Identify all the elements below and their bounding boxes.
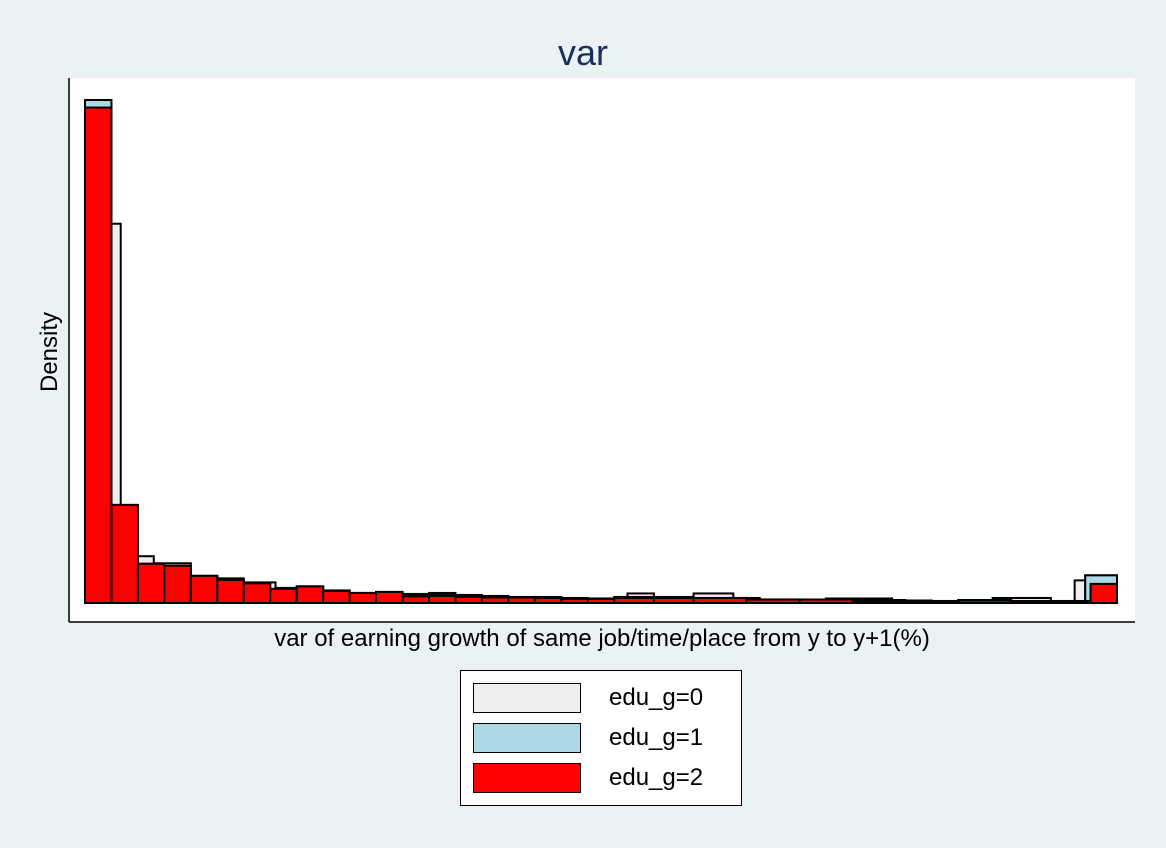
- bar-series2-29: [1063, 599, 1092, 604]
- legend-item-edu-g0: edu_g=0: [473, 683, 733, 715]
- chart-title: var: [557, 32, 608, 73]
- bar-series2-6: [242, 582, 272, 604]
- legend-swatch-edu-g0: [473, 683, 581, 713]
- bar-series2-13: [428, 594, 457, 605]
- bar-series2-19: [586, 597, 616, 605]
- bar-series2-4: [189, 574, 219, 605]
- bar-series2-7: [269, 587, 298, 605]
- bar-series2-22: [692, 596, 748, 604]
- legend: edu_g=0 edu_g=1 edu_g=2: [460, 670, 742, 806]
- bar-series2-27: [957, 599, 1013, 604]
- bar-series2-3: [163, 564, 192, 605]
- legend-item-edu-g1: edu_g=1: [473, 723, 733, 755]
- bar-series2-0: [84, 106, 113, 604]
- legend-item-edu-g2: edu_g=2: [473, 763, 733, 795]
- bar-series2-11: [375, 590, 404, 605]
- legend-swatch-edu-g2: [473, 763, 581, 793]
- bar-series2-17: [533, 596, 563, 604]
- legend-swatch-edu-g1: [473, 723, 581, 753]
- bar-series2-12: [401, 595, 430, 604]
- bar-series2-14: [454, 595, 483, 604]
- series-2: [84, 106, 1118, 605]
- bar-series2-5: [216, 578, 245, 604]
- bar-series2-15: [480, 596, 510, 604]
- bar-series2-21: [652, 596, 695, 604]
- bar-series2-18: [560, 597, 589, 605]
- x-axis-label: var of earning growth of same job/time/p…: [274, 625, 930, 652]
- legend-label-edu-g0: edu_g=0: [609, 684, 704, 711]
- bar-series2-28: [1010, 599, 1066, 604]
- bar-series2-30: [1089, 582, 1118, 604]
- bar-series2-9: [322, 589, 351, 604]
- bar-series2-26: [904, 599, 960, 604]
- bar-series2-23: [745, 598, 801, 605]
- bar-series0-33: [1073, 579, 1087, 604]
- legend-label-edu-g2: edu_g=2: [609, 764, 704, 791]
- bar-series2-8: [295, 585, 325, 605]
- bar-series2-20: [613, 596, 655, 604]
- bar-series2-1: [110, 503, 139, 605]
- bar-series2-2: [136, 562, 166, 604]
- bar-series2-10: [348, 591, 378, 605]
- legend-label-edu-g1: edu_g=1: [609, 724, 704, 751]
- bar-series2-25: [851, 599, 907, 604]
- bar-series2-16: [507, 596, 536, 604]
- bar-series2-24: [798, 598, 854, 605]
- plot-background: [69, 78, 1135, 622]
